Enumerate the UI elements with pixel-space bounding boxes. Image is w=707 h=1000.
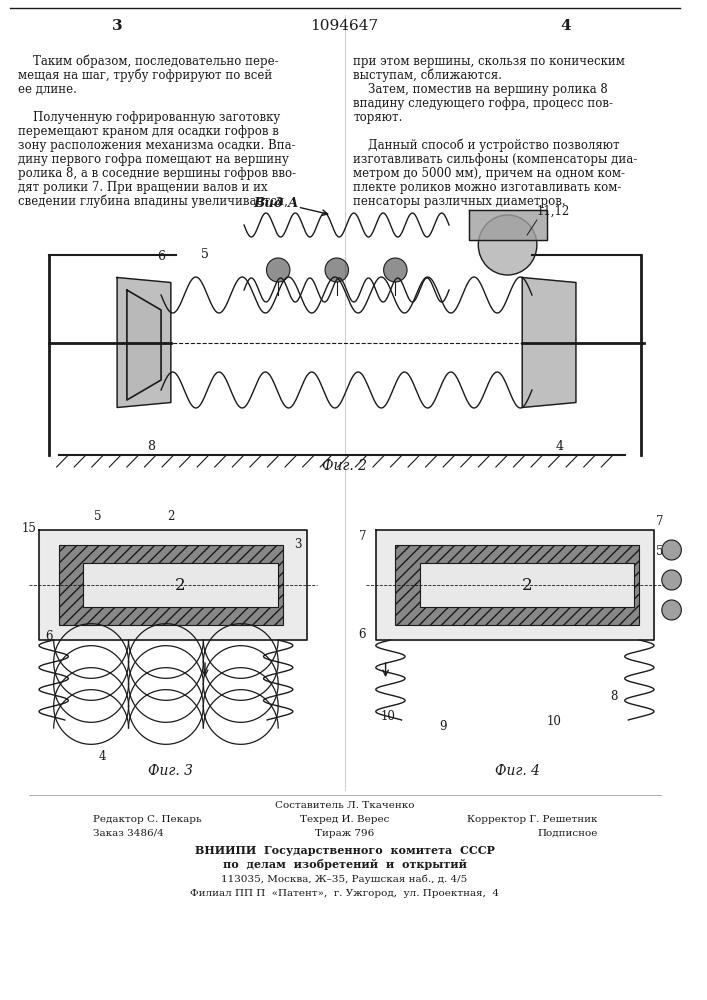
Text: дят ролики 7. При вращении валов и их: дят ролики 7. При вращении валов и их <box>18 181 267 194</box>
Circle shape <box>479 215 537 275</box>
Polygon shape <box>376 530 654 640</box>
Polygon shape <box>117 277 171 408</box>
Text: Тираж 796: Тираж 796 <box>315 829 374 838</box>
Circle shape <box>325 258 349 282</box>
Polygon shape <box>127 290 161 400</box>
Text: торяют.: торяют. <box>354 111 403 124</box>
Text: Заказ 3486/4: Заказ 3486/4 <box>93 829 163 838</box>
Text: 10: 10 <box>547 715 561 728</box>
Text: при этом вершины, скользя по коническим: при этом вершины, скользя по коническим <box>354 55 625 68</box>
Text: 15: 15 <box>22 522 37 535</box>
Polygon shape <box>39 530 308 640</box>
Text: Затем, поместив на вершину ролика 8: Затем, поместив на вершину ролика 8 <box>354 83 608 96</box>
Text: 2: 2 <box>175 576 186 593</box>
Circle shape <box>662 600 682 620</box>
Circle shape <box>662 570 682 590</box>
Text: 6: 6 <box>157 250 165 263</box>
Text: 4: 4 <box>561 19 571 33</box>
Text: по  делам  изобретений  и  открытий: по делам изобретений и открытий <box>223 859 467 870</box>
Text: дину первого гофра помещают на вершину: дину первого гофра помещают на вершину <box>18 153 288 166</box>
Text: Филиал ПП П  «Патент»,  г. Ужгород,  ул. Проектная,  4: Филиал ПП П «Патент», г. Ужгород, ул. Пр… <box>190 889 499 898</box>
Text: 5: 5 <box>94 510 101 523</box>
Text: 2: 2 <box>522 576 532 593</box>
Text: выступам, сближаются.: выступам, сближаются. <box>354 69 503 83</box>
Bar <box>59 545 283 625</box>
Text: 7: 7 <box>358 530 366 543</box>
Text: 6: 6 <box>45 630 52 643</box>
Text: мещая на шаг, трубу гофрируют по всей: мещая на шаг, трубу гофрируют по всей <box>18 69 271 83</box>
Text: Вид А: Вид А <box>254 197 299 210</box>
Text: изготавливать сильфоны (компенсаторы диа-: изготавливать сильфоны (компенсаторы диа… <box>354 153 638 166</box>
Polygon shape <box>469 210 547 240</box>
Circle shape <box>267 258 290 282</box>
Text: ее длине.: ее длине. <box>18 83 76 96</box>
Text: Техред И. Верес: Техред И. Верес <box>300 815 390 824</box>
Text: метром до 5000 мм), причем на одном ком-: метром до 5000 мм), причем на одном ком- <box>354 167 626 180</box>
Bar <box>420 563 634 607</box>
Text: 5: 5 <box>656 545 663 558</box>
Text: Составитель Л. Ткаченко: Составитель Л. Ткаченко <box>275 801 414 810</box>
Circle shape <box>384 258 407 282</box>
Text: сведении глубина впадины увеличивается,: сведении глубина впадины увеличивается, <box>18 195 288 209</box>
Text: ролика 8, а в соседние вершины гофров вво-: ролика 8, а в соседние вершины гофров вв… <box>18 167 296 180</box>
Polygon shape <box>522 277 576 408</box>
Bar <box>83 563 278 607</box>
Circle shape <box>662 540 682 560</box>
Text: пенсаторы различных диаметров.: пенсаторы различных диаметров. <box>354 195 566 208</box>
Text: Фиг. 4: Фиг. 4 <box>495 764 540 778</box>
Text: Редактор С. Пекарь: Редактор С. Пекарь <box>93 815 201 824</box>
Text: 5: 5 <box>201 248 209 261</box>
Text: зону расположения механизма осадки. Впа-: зону расположения механизма осадки. Впа- <box>18 139 296 152</box>
Text: 7: 7 <box>656 515 663 528</box>
Text: Фиг. 2: Фиг. 2 <box>322 459 367 473</box>
Text: перемещают краном для осадки гофров в: перемещают краном для осадки гофров в <box>18 125 279 138</box>
Text: Полученную гофрированную заготовку: Полученную гофрированную заготовку <box>18 111 280 124</box>
Text: 3: 3 <box>294 538 301 551</box>
Text: Подписное: Подписное <box>537 829 597 838</box>
Text: 2: 2 <box>167 510 175 523</box>
Text: 8: 8 <box>147 440 156 453</box>
Text: 8: 8 <box>610 690 617 703</box>
Text: 10: 10 <box>380 710 395 723</box>
Text: Фиг. 3: Фиг. 3 <box>148 764 193 778</box>
Bar <box>395 545 639 625</box>
Text: 4: 4 <box>99 750 106 763</box>
Text: ВНИИПИ  Государственного  комитета  СССР: ВНИИПИ Государственного комитета СССР <box>194 845 494 856</box>
Text: 4: 4 <box>555 440 563 453</box>
Text: впадину следующего гофра, процесс пов-: впадину следующего гофра, процесс пов- <box>354 97 614 110</box>
Text: 9: 9 <box>439 720 447 733</box>
Text: Корректор Г. Решетник: Корректор Г. Решетник <box>467 815 597 824</box>
Text: 6: 6 <box>358 628 366 641</box>
Text: 113035, Москва, Ж–35, Раушская наб., д. 4/5: 113035, Москва, Ж–35, Раушская наб., д. … <box>221 874 468 884</box>
Text: плекте роликов можно изготавливать ком-: плекте роликов можно изготавливать ком- <box>354 181 621 194</box>
Text: 11,12: 11,12 <box>537 205 570 218</box>
Text: 1094647: 1094647 <box>310 19 379 33</box>
Text: 3: 3 <box>112 19 122 33</box>
Text: Таким образом, последовательно пере-: Таким образом, последовательно пере- <box>18 55 278 68</box>
Text: Данный способ и устройство позволяют: Данный способ и устройство позволяют <box>354 139 620 152</box>
